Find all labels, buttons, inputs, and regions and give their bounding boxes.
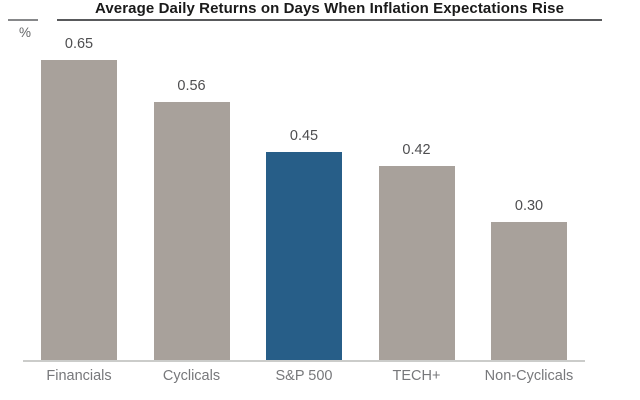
bars-row: 0.65 0.56 0.45 0.42 0.30: [23, 0, 585, 362]
category-label: S&P 500: [275, 368, 333, 384]
chart-header: Average Daily Returns on Days When Infla…: [57, 0, 602, 21]
bar-value-label: 0.65: [64, 36, 94, 52]
bar-column: 0.30: [473, 198, 585, 360]
bar-non-cyclicals: [491, 222, 567, 360]
bar-column: 0.42: [361, 142, 473, 360]
category-label: Cyclicals: [162, 368, 221, 384]
bar-column: 0.45: [248, 128, 360, 360]
bar-column: 0.56: [136, 78, 248, 360]
bar-tech-: [378, 166, 455, 360]
chart-title: Average Daily Returns on Days When Infla…: [94, 0, 565, 17]
y-axis-unit-label: %: [19, 25, 32, 40]
bar-value-label: 0.30: [514, 198, 544, 214]
category-label: TECH+: [392, 368, 441, 384]
bar-s-p-500: [266, 152, 342, 360]
bar-value-label: 0.42: [402, 142, 431, 158]
header-left-dash: [8, 19, 38, 21]
bar-column: 0.65: [23, 36, 135, 360]
bar-value-label: 0.56: [177, 78, 206, 94]
category-label: Non-Cyclicals: [484, 368, 574, 384]
bar-financials: [41, 60, 117, 360]
category-labels-row: Financials Cyclicals S&P 500 TECH+ Non-Cycli…: [23, 368, 585, 385]
category-label: Financials: [46, 368, 112, 384]
bar-cyclicals: [153, 102, 230, 360]
bar-value-label: 0.45: [289, 128, 319, 144]
